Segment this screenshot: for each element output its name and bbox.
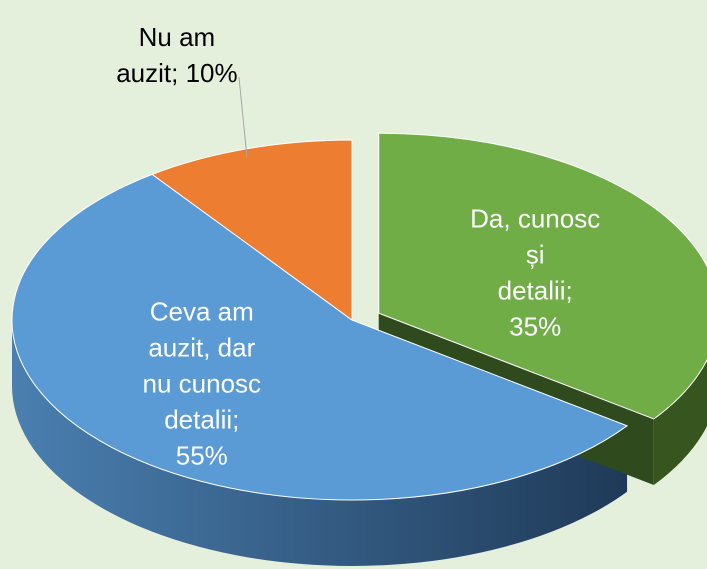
data-label: Nu am auzit; 10% [116, 22, 237, 88]
data-label: Da, cunosc și detalii; 35% [470, 203, 600, 341]
slice-side [653, 359, 707, 485]
slice-side [12, 320, 628, 566]
slice [378, 132, 707, 420]
leader-line [238, 76, 248, 157]
slice [151, 139, 353, 321]
slice [11, 173, 629, 501]
data-label: Ceva am auzit, dar nu cunosc detalii; 55% [143, 297, 262, 471]
